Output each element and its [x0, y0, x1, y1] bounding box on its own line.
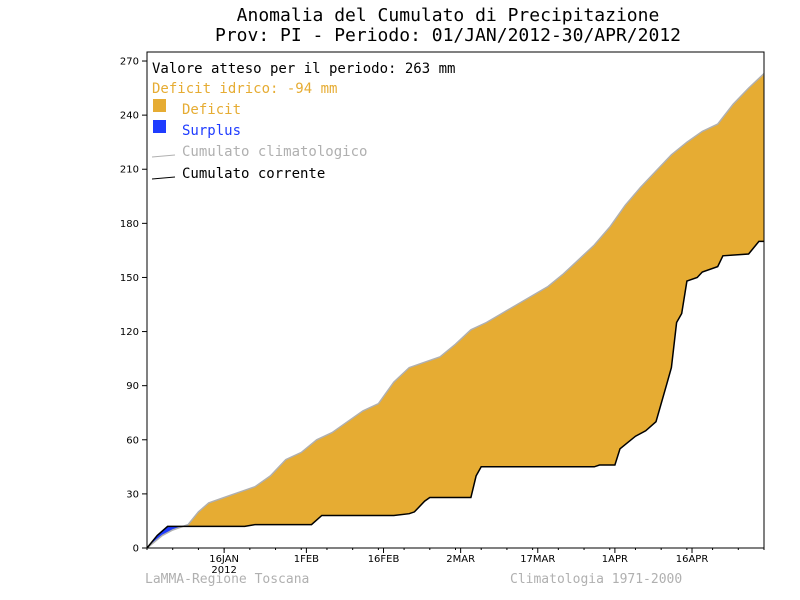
- surplus-swatch: [153, 120, 166, 133]
- expected-value-annotation: Valore atteso per il periodo: 263 mm: [152, 61, 455, 77]
- legend-label-surplus: Surplus: [182, 123, 241, 139]
- footer-source: LaMMA-Regione Toscana: [145, 572, 309, 587]
- legend-label-climatologic: Cumulato climatologico: [182, 144, 367, 160]
- y-tick-label: 30: [126, 489, 139, 500]
- deficit-area: [183, 73, 764, 527]
- surplus-area-layer: [148, 526, 183, 547]
- deficit-swatch: [153, 99, 166, 112]
- climatologic-line-swatch: [151, 154, 176, 158]
- x-tick-label: 17MAR: [520, 554, 555, 565]
- x-tick-label: 1APR: [602, 554, 628, 565]
- y-axis: 0 30 60 90 120 150 180 210 240 270: [120, 57, 147, 555]
- chart-subtitle: Prov: PI - Periodo: 01/JAN/2012-30/APR/2…: [215, 25, 681, 46]
- y-tick-label: 90: [126, 381, 139, 392]
- legend-label-current: Cumulato corrente: [182, 166, 325, 182]
- x-tick-label: 1FEB: [294, 554, 319, 565]
- series-lines: [146, 73, 765, 549]
- x-tick-label: 2MAR: [446, 554, 475, 565]
- climatologic-series-line: [146, 73, 765, 549]
- x-tick-label: 16FEB: [368, 554, 400, 565]
- y-tick-label: 210: [120, 165, 139, 176]
- legend-label-deficit: Deficit: [182, 102, 241, 118]
- current-series-line: [146, 240, 764, 549]
- x-tick-label: 16JAN: [209, 554, 239, 565]
- current-line-swatch: [151, 176, 176, 180]
- legend-item-climatologic: Cumulato climatologico: [151, 144, 367, 160]
- y-tick-label: 60: [126, 435, 139, 446]
- footer-climatology: Climatologia 1971-2000: [510, 572, 682, 587]
- y-tick-label: 150: [120, 273, 139, 284]
- deficit-annotation: Deficit idrico: -94 mm: [152, 81, 337, 97]
- legend-item-current: Cumulato corrente: [151, 166, 325, 182]
- y-tick-label: 270: [120, 57, 139, 68]
- x-tick-label: 16APR: [676, 554, 709, 565]
- legend-item-deficit: Deficit: [153, 99, 241, 118]
- y-tick-label: 180: [120, 219, 139, 230]
- x-tick-year-label: 2012: [211, 565, 236, 576]
- y-tick-label: 120: [120, 327, 139, 338]
- surplus-area: [148, 526, 183, 547]
- legend: Deficit Surplus Cumulato climatologico C…: [151, 99, 367, 182]
- chart-title: Anomalia del Cumulato di Precipitazione: [237, 5, 660, 26]
- legend-item-surplus: Surplus: [153, 120, 241, 139]
- annotations: Valore atteso per il periodo: 263 mm Def…: [152, 61, 455, 97]
- y-tick-label: 240: [120, 111, 139, 122]
- y-tick-label: 0: [133, 544, 139, 555]
